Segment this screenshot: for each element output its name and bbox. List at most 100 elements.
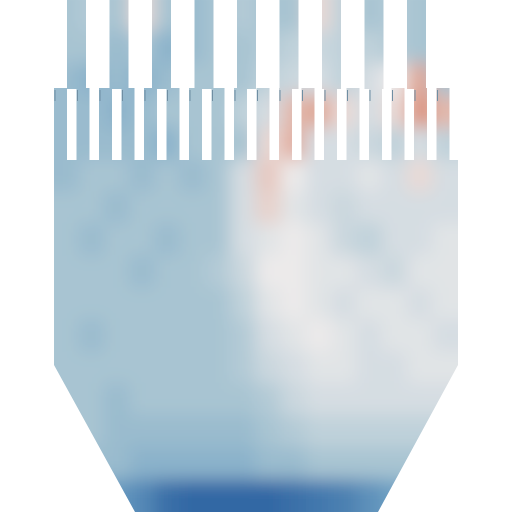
cell <box>432 447 478 480</box>
cell <box>382 191 408 224</box>
cell <box>382 95 408 128</box>
lip <box>167 90 168 101</box>
lip <box>77 90 78 101</box>
cell <box>33 319 79 352</box>
cell <box>255 223 281 256</box>
cell <box>129 351 155 384</box>
cell <box>129 287 155 320</box>
cell <box>407 159 433 192</box>
cell <box>180 31 206 64</box>
cell <box>306 63 332 96</box>
cell <box>281 31 307 64</box>
cell <box>432 95 478 128</box>
cell <box>382 223 408 256</box>
cell <box>356 383 382 416</box>
cell <box>230 447 256 480</box>
cell <box>205 479 231 512</box>
cell <box>33 95 79 128</box>
cell <box>33 191 79 224</box>
cell <box>104 31 130 64</box>
lip <box>347 90 348 101</box>
cell <box>79 127 105 160</box>
cell <box>407 287 433 320</box>
cell <box>104 95 130 128</box>
cell <box>331 127 357 160</box>
cell <box>230 223 256 256</box>
cell <box>407 31 433 64</box>
cell <box>432 479 478 512</box>
cell <box>407 351 433 384</box>
cell <box>104 223 130 256</box>
cell <box>356 0 382 33</box>
cell <box>356 319 382 352</box>
cell <box>281 351 307 384</box>
cell <box>356 479 382 512</box>
figure <box>0 0 512 512</box>
cell <box>154 351 180 384</box>
cell <box>432 0 478 33</box>
cell <box>79 191 105 224</box>
cell <box>306 447 332 480</box>
cell <box>154 31 180 64</box>
cell <box>255 159 281 192</box>
cell <box>356 31 382 64</box>
cell <box>306 0 332 33</box>
cell <box>104 63 130 96</box>
cell <box>255 191 281 224</box>
cell <box>281 383 307 416</box>
cell <box>281 479 307 512</box>
cell <box>154 255 180 288</box>
cell <box>33 0 79 33</box>
cell <box>281 0 307 33</box>
cell <box>104 191 130 224</box>
cell <box>306 415 332 448</box>
lip <box>55 90 56 101</box>
cell <box>255 31 281 64</box>
cell <box>306 127 332 160</box>
cell <box>432 191 478 224</box>
cell <box>205 287 231 320</box>
cell <box>356 287 382 320</box>
cell <box>33 287 79 320</box>
cell <box>205 127 231 160</box>
cell <box>331 383 357 416</box>
cell <box>331 223 357 256</box>
cell <box>255 127 281 160</box>
cell <box>180 191 206 224</box>
lip <box>325 90 326 101</box>
cell <box>180 63 206 96</box>
cell <box>407 383 433 416</box>
cell <box>356 351 382 384</box>
cell <box>79 319 105 352</box>
cell <box>356 415 382 448</box>
cell <box>205 159 231 192</box>
cell <box>382 0 408 33</box>
cell <box>255 255 281 288</box>
cell <box>281 447 307 480</box>
lip <box>100 90 101 101</box>
cell <box>129 95 155 128</box>
cell <box>255 287 281 320</box>
cell <box>356 159 382 192</box>
cell <box>230 319 256 352</box>
cell <box>129 0 155 33</box>
cell <box>255 479 281 512</box>
cell <box>432 63 478 96</box>
cell <box>356 223 382 256</box>
cell <box>331 255 357 288</box>
cell <box>104 127 130 160</box>
cell <box>407 0 433 33</box>
cell <box>281 287 307 320</box>
cell <box>33 255 79 288</box>
cell <box>255 351 281 384</box>
cell <box>79 415 105 448</box>
cell <box>205 63 231 96</box>
cell <box>104 319 130 352</box>
cell <box>281 415 307 448</box>
cell <box>129 383 155 416</box>
cell <box>180 159 206 192</box>
cell <box>432 319 478 352</box>
cell <box>180 95 206 128</box>
cell <box>356 447 382 480</box>
cell <box>255 95 281 128</box>
